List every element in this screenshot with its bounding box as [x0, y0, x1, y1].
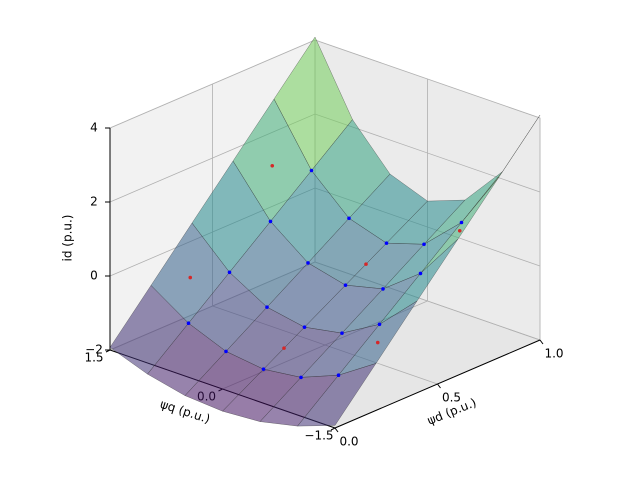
data-point	[340, 331, 344, 335]
tick-label: 0.5	[442, 391, 461, 405]
data-point	[306, 261, 310, 265]
data-point	[459, 220, 464, 225]
data-point	[422, 242, 426, 247]
surface	[109, 36, 541, 427]
data-point	[309, 168, 314, 173]
data-point	[270, 163, 275, 168]
data-point	[268, 219, 273, 224]
data-point	[224, 349, 228, 354]
data-point	[282, 346, 286, 350]
data-point	[186, 321, 191, 326]
tick-label: 0	[90, 269, 98, 283]
data-point	[261, 367, 266, 371]
tick-label: 0.0	[339, 435, 358, 449]
tick-label: −2	[85, 343, 103, 357]
data-point	[227, 270, 232, 275]
data-point	[377, 322, 382, 327]
tick-label: 2	[90, 195, 98, 209]
data-point	[188, 275, 193, 280]
tick-label: 1.5	[84, 351, 103, 365]
tick-label: 4	[90, 121, 98, 135]
data-point	[302, 325, 307, 329]
tick-mark	[437, 383, 441, 389]
tick-mark	[539, 339, 544, 345]
tick-label: −1.5	[304, 429, 333, 443]
data-point	[347, 216, 351, 221]
z-axis-label: id (p.u.)	[61, 215, 75, 262]
data-point	[343, 283, 348, 287]
data-point	[457, 228, 462, 233]
tick-mark	[334, 427, 339, 433]
data-point	[336, 373, 341, 378]
data-point	[381, 287, 385, 291]
data-point	[364, 262, 368, 266]
data-point	[384, 241, 389, 245]
tick-label: 1.0	[544, 347, 563, 361]
data-point	[418, 271, 423, 276]
data-point	[265, 305, 269, 309]
data-point	[299, 375, 303, 380]
data-point	[375, 340, 380, 345]
tick-mark	[330, 427, 336, 431]
